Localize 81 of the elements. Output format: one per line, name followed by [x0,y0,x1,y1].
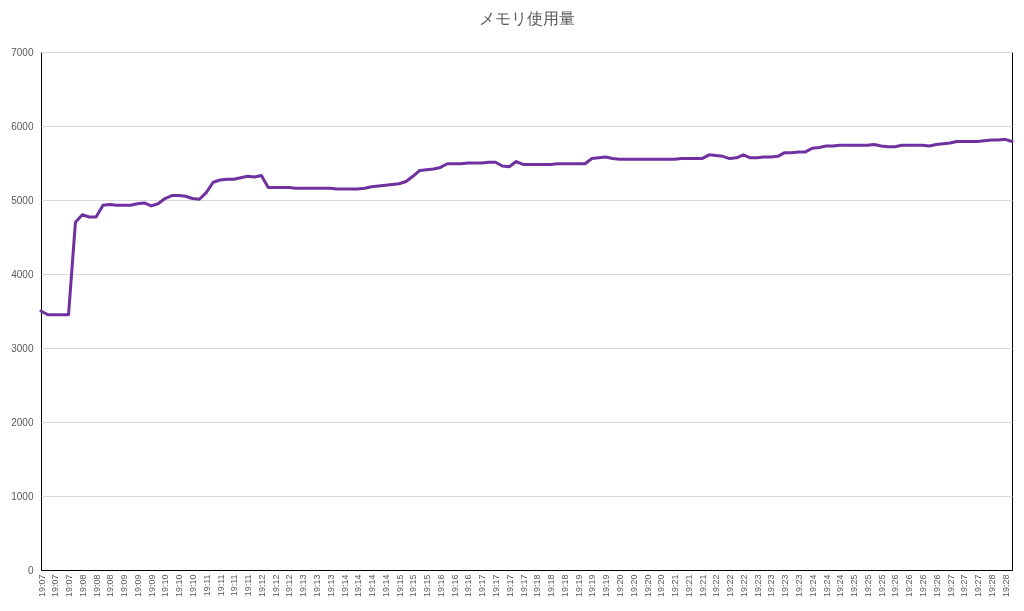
x-tick-label: 19:10 [160,574,171,598]
x-tick-label: 19:13 [325,574,336,598]
x-tick-label: 19:21 [683,574,694,598]
x-tick-label: 19:11 [215,574,226,597]
x-tick-label: 19:16 [463,574,474,598]
y-tick-label: 1000 [11,490,34,502]
x-tick-label: 19:20 [642,574,653,598]
x-tick-label: 19:26 [917,574,928,598]
x-tick-label: 19:11 [243,574,254,597]
x-tick-label: 19:17 [477,574,488,598]
y-tick-label: 5000 [11,194,34,206]
x-tick-label: 19:14 [339,574,350,598]
x-tick-label: 19:07 [50,574,61,598]
x-tick-label: 19:28 [986,574,997,598]
x-tick-label: 19:07 [36,574,47,598]
x-tick-label: 19:10 [188,574,198,598]
x-tick-label: 19:15 [394,574,405,598]
x-tick-label: 19:27 [945,574,956,598]
y-tick-label: 4000 [11,268,34,280]
x-tick-label: 19:18 [559,574,570,598]
x-tick-label: 19:21 [670,574,681,598]
y-tick-label: 0 [27,564,34,576]
x-tick-label: 19:25 [849,574,860,598]
x-tick-label: 19:26 [890,574,901,598]
x-tick-label: 19:25 [862,574,873,598]
x-tick-label: 19:19 [587,574,598,598]
x-tick-label: 19:13 [311,574,322,598]
x-tick-label: 19:09 [146,574,157,598]
x-tick-label: 19:17 [518,574,529,598]
chart-title: メモリ使用量 [478,10,575,27]
x-tick-label: 19:17 [504,574,515,598]
x-tick-label: 19:27 [973,574,984,598]
x-tick-label: 19:10 [174,574,185,598]
x-tick-label: 19:07 [64,574,75,598]
x-tick-label: 19:12 [256,574,267,598]
x-tick-label: 19:12 [270,574,281,598]
x-tick-label: 19:14 [367,574,378,598]
x-tick-label: 19:11 [229,574,240,597]
x-tick-label: 19:27 [959,574,970,598]
x-tick-label: 19:24 [821,574,832,598]
x-tick-label: 19:23 [766,574,777,598]
x-tick-label: 19:22 [711,574,722,598]
x-tick-label: 19:14 [380,574,391,598]
x-tick-label: 19:14 [353,574,364,598]
x-tick-label: 19:16 [449,574,460,598]
x-tick-label: 19:20 [628,574,639,598]
x-tick-label: 19:15 [408,574,419,598]
x-tick-label: 19:19 [601,574,612,598]
x-tick-label: 19:16 [435,574,446,598]
x-tick-label: 19:24 [807,574,818,598]
x-tick-label: 19:17 [491,574,502,598]
x-tick-label: 19:08 [91,574,102,598]
x-tick-label: 19:11 [201,574,212,597]
x-tick-label: 19:09 [119,574,130,598]
x-tick-label: 19:08 [105,574,116,598]
x-tick-label: 19:22 [725,574,736,598]
x-tick-label: 19:08 [77,574,88,598]
x-tick-label: 19:13 [298,574,309,598]
y-tick-label: 6000 [11,120,34,132]
x-tick-label: 19:24 [835,574,846,598]
x-tick-label: 19:20 [614,574,625,598]
x-tick-label: 19:23 [794,574,805,598]
x-tick-label: 19:09 [132,574,143,598]
x-tick-label: 19:26 [904,574,915,598]
line-series [39,137,1014,317]
x-tick-label: 19:12 [284,574,295,598]
x-tick-label: 19:18 [546,574,557,598]
x-tick-label: 19:28 [1000,574,1011,598]
y-tick-label: 3000 [11,342,34,354]
x-tick-label: 19:19 [573,574,584,598]
x-tick-label: 19:23 [752,574,763,598]
x-tick-label: 19:26 [931,574,942,598]
y-tick-label: 7000 [11,46,34,58]
x-tick-label: 19:15 [422,574,433,598]
x-tick-label: 19:21 [697,574,708,598]
x-tick-label: 19:23 [780,574,791,598]
x-tick-label: 19:25 [876,574,887,598]
x-tick-label: 19:20 [656,574,667,598]
x-tick-label: 19:22 [738,574,749,598]
x-tick-label: 19:18 [532,574,543,598]
y-tick-label: 2000 [11,416,34,428]
